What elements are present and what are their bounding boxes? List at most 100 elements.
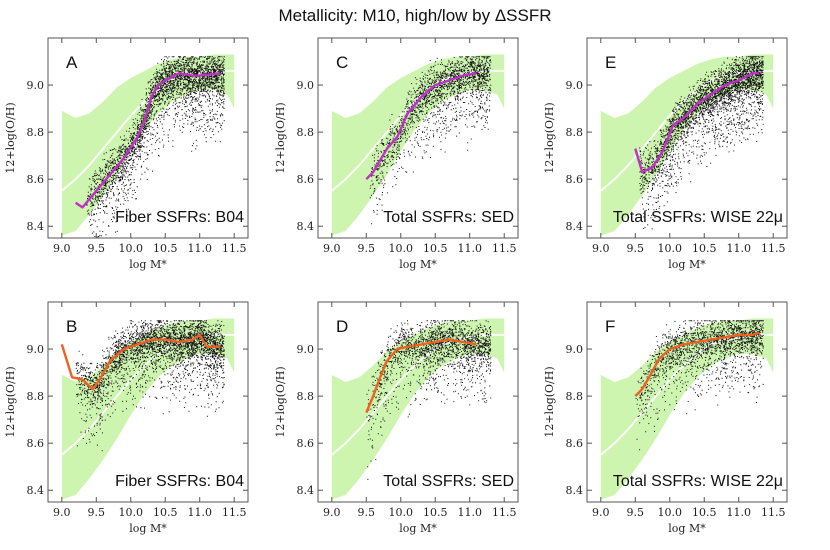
panel-A: 9.0 9.5 10.0 10.5 11.0 11.5 8.4 8.6 8.8 9.0 log M*… <box>4 37 249 271</box>
plot-frame <box>317 37 519 239</box>
y-axis-label: 12+log(O/H) <box>274 102 287 173</box>
trend-line <box>74 72 221 209</box>
trend-line <box>365 338 477 414</box>
x-axis-label: log M* <box>668 522 706 535</box>
panel-C: 9.0 9.5 10.0 10.5 11.0 11.5 8.4 8.6 8.8 9.0 log M*… <box>274 37 519 271</box>
x-tick-label: 9.0 <box>592 242 610 255</box>
y-axis-label: 12+log(O/H) <box>4 366 17 437</box>
x-tick-label: 9.0 <box>592 506 610 519</box>
y-axis-label: 12+log(O/H) <box>543 102 556 173</box>
x-tick-label: 10.5 <box>153 242 178 255</box>
reference-band <box>600 318 774 500</box>
panel-F: 9.0 9.5 10.0 10.5 11.0 11.5 8.4 8.6 8.8 9.0 log M*… <box>543 301 788 535</box>
panel-caption: Total SSFRs: SED <box>383 209 514 226</box>
panel-letter: A <box>66 53 78 72</box>
panel-letter: F <box>605 317 615 336</box>
y-tick-label: 9.0 <box>297 343 315 356</box>
x-tick-label: 9.0 <box>323 242 341 255</box>
x-tick-label: 10.0 <box>658 242 683 255</box>
x-tick-label: 9.5 <box>88 242 106 255</box>
trend-line <box>365 72 477 181</box>
y-axis-label: 12+log(O/H) <box>274 366 287 437</box>
y-tick-label: 8.6 <box>297 437 315 450</box>
x-axis-label: log M* <box>399 522 437 535</box>
plot-frame <box>586 37 788 239</box>
figure-title: Metallicity: M10, high/low by ΔSSFR <box>278 6 552 25</box>
x-tick-label: 11.0 <box>457 242 482 255</box>
y-tick-label: 8.8 <box>566 126 584 139</box>
x-tick-label: 10.5 <box>692 506 717 519</box>
x-tick-label: 10.0 <box>389 506 414 519</box>
y-tick-label: 8.8 <box>566 390 584 403</box>
x-axis-label: log M* <box>129 522 167 535</box>
x-tick-label: 10.5 <box>423 242 448 255</box>
x-tick-label: 10.0 <box>389 242 414 255</box>
x-tick-label: 11.0 <box>187 242 212 255</box>
x-tick-label: 11.5 <box>222 242 247 255</box>
plot-frame <box>47 37 249 239</box>
x-tick-label: 9.5 <box>358 506 376 519</box>
x-tick-label: 11.0 <box>726 242 751 255</box>
y-tick-label: 9.0 <box>27 79 45 92</box>
x-tick-label: 9.0 <box>53 242 71 255</box>
panel-caption: Total SSFRs: WISE 22μ <box>613 209 783 226</box>
y-tick-label: 8.4 <box>566 484 584 497</box>
panel-letter: B <box>66 317 77 336</box>
panel-B: 9.0 9.5 10.0 10.5 11.0 11.5 8.4 8.6 8.8 9.0 log M*… <box>4 301 249 535</box>
x-tick-label: 11.5 <box>492 242 517 255</box>
x-tick-label: 11.0 <box>187 506 212 519</box>
x-tick-label: 9.5 <box>627 242 645 255</box>
y-tick-label: 8.8 <box>297 390 315 403</box>
reference-band <box>61 54 235 236</box>
trend-line <box>634 331 760 397</box>
y-axis-label: 12+log(O/H) <box>4 102 17 173</box>
y-tick-label: 8.4 <box>27 484 45 497</box>
y-tick-label: 8.4 <box>297 484 315 497</box>
panel-E: 9.0 9.5 10.0 10.5 11.0 11.5 8.4 8.6 8.8 9.0 log M*… <box>543 37 788 271</box>
x-tick-label: 9.0 <box>53 506 71 519</box>
x-tick-label: 11.5 <box>761 242 786 255</box>
reference-band <box>61 318 235 500</box>
x-tick-label: 11.0 <box>726 506 751 519</box>
y-tick-label: 9.0 <box>566 79 584 92</box>
plot-frame <box>317 301 519 503</box>
y-tick-label: 8.6 <box>566 437 584 450</box>
y-tick-label: 9.0 <box>297 79 315 92</box>
x-tick-label: 11.5 <box>761 506 786 519</box>
trend-line <box>60 333 221 391</box>
x-tick-label: 9.5 <box>627 506 645 519</box>
y-tick-label: 8.4 <box>27 220 45 233</box>
x-tick-label: 10.0 <box>658 506 683 519</box>
x-tick-label: 11.0 <box>457 506 482 519</box>
x-tick-label: 10.5 <box>423 506 448 519</box>
x-axis-label: log M* <box>129 258 167 271</box>
y-tick-label: 8.6 <box>566 173 584 186</box>
scatter-points <box>366 320 492 480</box>
x-tick-label: 10.0 <box>119 242 144 255</box>
y-tick-label: 9.0 <box>27 343 45 356</box>
y-tick-label: 8.6 <box>297 173 315 186</box>
x-tick-label: 9.0 <box>323 506 341 519</box>
panel-letter: D <box>336 317 348 336</box>
panel-D: 9.0 9.5 10.0 10.5 11.0 11.5 8.4 8.6 8.8 9.0 log M*… <box>274 301 519 535</box>
x-tick-label: 10.5 <box>153 506 178 519</box>
reference-band <box>331 318 505 500</box>
y-axis-label: 12+log(O/H) <box>543 366 556 437</box>
x-tick-label: 9.5 <box>88 506 106 519</box>
y-tick-label: 8.4 <box>297 220 315 233</box>
x-tick-label: 10.0 <box>119 506 144 519</box>
y-tick-label: 9.0 <box>566 343 584 356</box>
scatter-points <box>369 56 492 225</box>
y-tick-label: 8.6 <box>27 437 45 450</box>
trend-line <box>634 72 760 174</box>
y-tick-label: 8.8 <box>27 126 45 139</box>
y-tick-label: 8.6 <box>27 173 45 186</box>
panel-letter: E <box>605 53 616 72</box>
plot-frame <box>586 301 788 503</box>
plot-frame <box>47 301 249 503</box>
x-tick-label: 11.5 <box>222 506 247 519</box>
reference-band <box>600 54 774 236</box>
panel-caption: Total SSFRs: WISE 22μ <box>613 473 783 490</box>
panel-letter: C <box>336 53 348 72</box>
